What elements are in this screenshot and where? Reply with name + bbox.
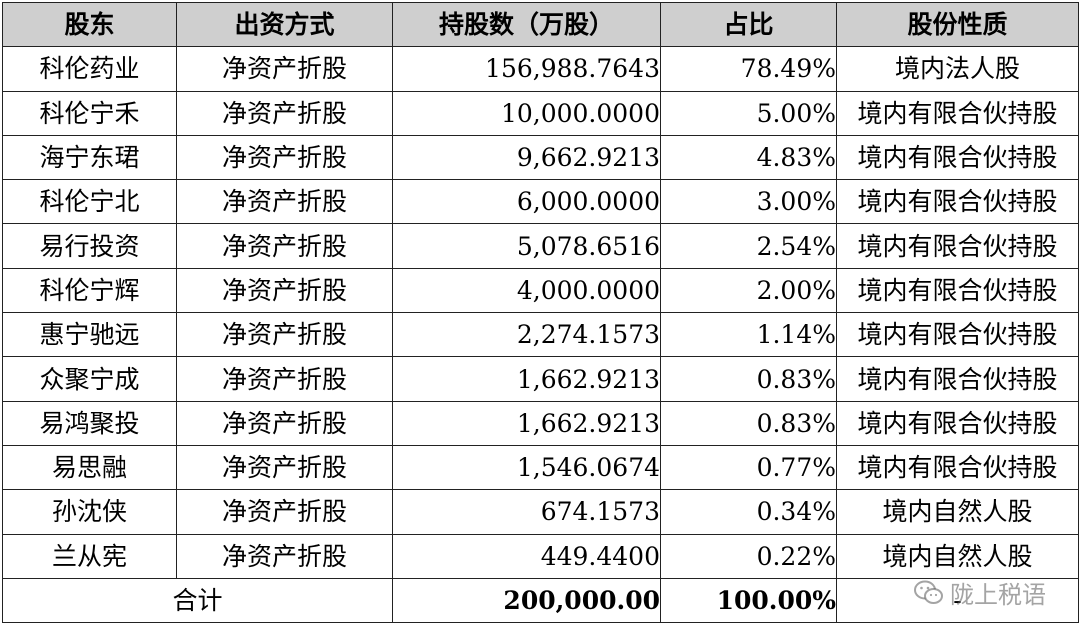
table-row: 孙沈侠 净资产折股 674.1573 0.34% 境内自然人股 xyxy=(2,489,1079,535)
total-shares: 200,000.00 xyxy=(392,577,661,624)
cell-contribution-method: 净资产折股 xyxy=(176,267,393,314)
cell-contribution-method: 净资产折股 xyxy=(176,179,393,225)
cell-contribution-method: 净资产折股 xyxy=(176,134,393,181)
cell-contribution-method: 净资产折股 xyxy=(176,444,393,491)
cell-contribution-method: 净资产折股 xyxy=(176,400,393,446)
cell-share-type: 境内自然人股 xyxy=(836,489,1079,535)
cell-shareholder: 科伦宁北 xyxy=(2,179,177,225)
cell-shareholder: 兰从宪 xyxy=(2,533,177,579)
cell-ratio: 2.54% xyxy=(660,223,837,269)
cell-ratio: 2.00% xyxy=(660,267,837,314)
cell-shares: 4,000.0000 xyxy=(392,267,661,314)
table-row: 易思融 净资产折股 1,546.0674 0.77% 境内有限合伙持股 xyxy=(2,444,1079,491)
header-share-type: 股份性质 xyxy=(836,1,1079,48)
total-row: 合计 200,000.00 100.00% - xyxy=(2,577,1079,624)
cell-shares: 1,662.9213 xyxy=(392,400,661,446)
cell-ratio: 0.22% xyxy=(660,533,837,579)
cell-shareholder: 孙沈侠 xyxy=(2,489,177,535)
cell-contribution-method: 净资产折股 xyxy=(176,356,393,402)
cell-shareholder: 众聚宁成 xyxy=(2,356,177,402)
cell-contribution-method: 净资产折股 xyxy=(176,533,393,579)
cell-contribution-method: 净资产折股 xyxy=(176,90,393,136)
cell-shareholder: 易行投资 xyxy=(2,223,177,269)
cell-shareholder: 易鸿聚投 xyxy=(2,400,177,446)
cell-contribution-method: 净资产折股 xyxy=(176,46,393,92)
cell-share-type: 境内有限合伙持股 xyxy=(836,400,1079,446)
header-ratio: 占比 xyxy=(660,1,837,48)
cell-ratio: 0.77% xyxy=(660,444,837,491)
table-row: 兰从宪 净资产折股 449.4400 0.22% 境内自然人股 xyxy=(2,533,1079,579)
total-share-type: - xyxy=(836,577,1079,624)
table-row: 惠宁驰远 净资产折股 2,274.1573 1.14% 境内有限合伙持股 xyxy=(2,312,1079,358)
header-shares: 持股数（万股） xyxy=(392,1,661,48)
cell-shareholder: 易思融 xyxy=(2,444,177,491)
table-row: 易行投资 净资产折股 5,078.6516 2.54% 境内有限合伙持股 xyxy=(2,223,1079,269)
cell-share-type: 境内有限合伙持股 xyxy=(836,267,1079,314)
header-shareholder: 股东 xyxy=(2,1,177,48)
cell-ratio: 0.34% xyxy=(660,489,837,535)
cell-ratio: 4.83% xyxy=(660,134,837,181)
cell-share-type: 境内有限合伙持股 xyxy=(836,312,1079,358)
cell-contribution-method: 净资产折股 xyxy=(176,489,393,535)
cell-shares: 6,000.0000 xyxy=(392,179,661,225)
cell-share-type: 境内有限合伙持股 xyxy=(836,223,1079,269)
cell-shares: 674.1573 xyxy=(392,489,661,535)
cell-share-type: 境内有限合伙持股 xyxy=(836,356,1079,402)
cell-shares: 1,662.9213 xyxy=(392,356,661,402)
cell-shares: 2,274.1573 xyxy=(392,312,661,358)
total-label: 合计 xyxy=(2,577,393,624)
cell-shares: 1,546.0674 xyxy=(392,444,661,491)
cell-shares: 449.4400 xyxy=(392,533,661,579)
cell-ratio: 78.49% xyxy=(660,46,837,92)
table-row: 海宁东珺 净资产折股 9,662.9213 4.83% 境内有限合伙持股 xyxy=(2,134,1079,181)
table-row: 科伦宁北 净资产折股 6,000.0000 3.00% 境内有限合伙持股 xyxy=(2,179,1079,225)
cell-ratio: 3.00% xyxy=(660,179,837,225)
cell-share-type: 境内有限合伙持股 xyxy=(836,134,1079,181)
table-row: 科伦宁禾 净资产折股 10,000.0000 5.00% 境内有限合伙持股 xyxy=(2,90,1079,136)
cell-share-type: 境内自然人股 xyxy=(836,533,1079,579)
cell-shareholder: 惠宁驰远 xyxy=(2,312,177,358)
cell-share-type: 境内有限合伙持股 xyxy=(836,444,1079,491)
shareholder-table: 股东 出资方式 持股数（万股） 占比 股份性质 科伦药业 净资产折股 156,988… xyxy=(2,1,1079,624)
table-row: 众聚宁成 净资产折股 1,662.9213 0.83% 境内有限合伙持股 xyxy=(2,356,1079,402)
header-contribution-method: 出资方式 xyxy=(176,1,393,48)
cell-share-type: 境内有限合伙持股 xyxy=(836,179,1079,225)
cell-share-type: 境内有限合伙持股 xyxy=(836,90,1079,136)
cell-shareholder: 科伦宁禾 xyxy=(2,90,177,136)
cell-shareholder: 科伦宁辉 xyxy=(2,267,177,314)
table-row: 科伦药业 净资产折股 156,988.7643 78.49% 境内法人股 xyxy=(2,46,1079,92)
cell-contribution-method: 净资产折股 xyxy=(176,312,393,358)
cell-shares: 156,988.7643 xyxy=(392,46,661,92)
table-header-row: 股东 出资方式 持股数（万股） 占比 股份性质 xyxy=(2,1,1079,48)
cell-shareholder: 科伦药业 xyxy=(2,46,177,92)
cell-shares: 9,662.9213 xyxy=(392,134,661,181)
cell-shares: 10,000.0000 xyxy=(392,90,661,136)
cell-ratio: 1.14% xyxy=(660,312,837,358)
cell-share-type: 境内法人股 xyxy=(836,46,1079,92)
table-row: 科伦宁辉 净资产折股 4,000.0000 2.00% 境内有限合伙持股 xyxy=(2,267,1079,314)
cell-contribution-method: 净资产折股 xyxy=(176,223,393,269)
cell-shares: 5,078.6516 xyxy=(392,223,661,269)
cell-ratio: 0.83% xyxy=(660,400,837,446)
table-row: 易鸿聚投 净资产折股 1,662.9213 0.83% 境内有限合伙持股 xyxy=(2,400,1079,446)
cell-ratio: 0.83% xyxy=(660,356,837,402)
cell-shareholder: 海宁东珺 xyxy=(2,134,177,181)
total-ratio: 100.00% xyxy=(660,577,837,624)
cell-ratio: 5.00% xyxy=(660,90,837,136)
